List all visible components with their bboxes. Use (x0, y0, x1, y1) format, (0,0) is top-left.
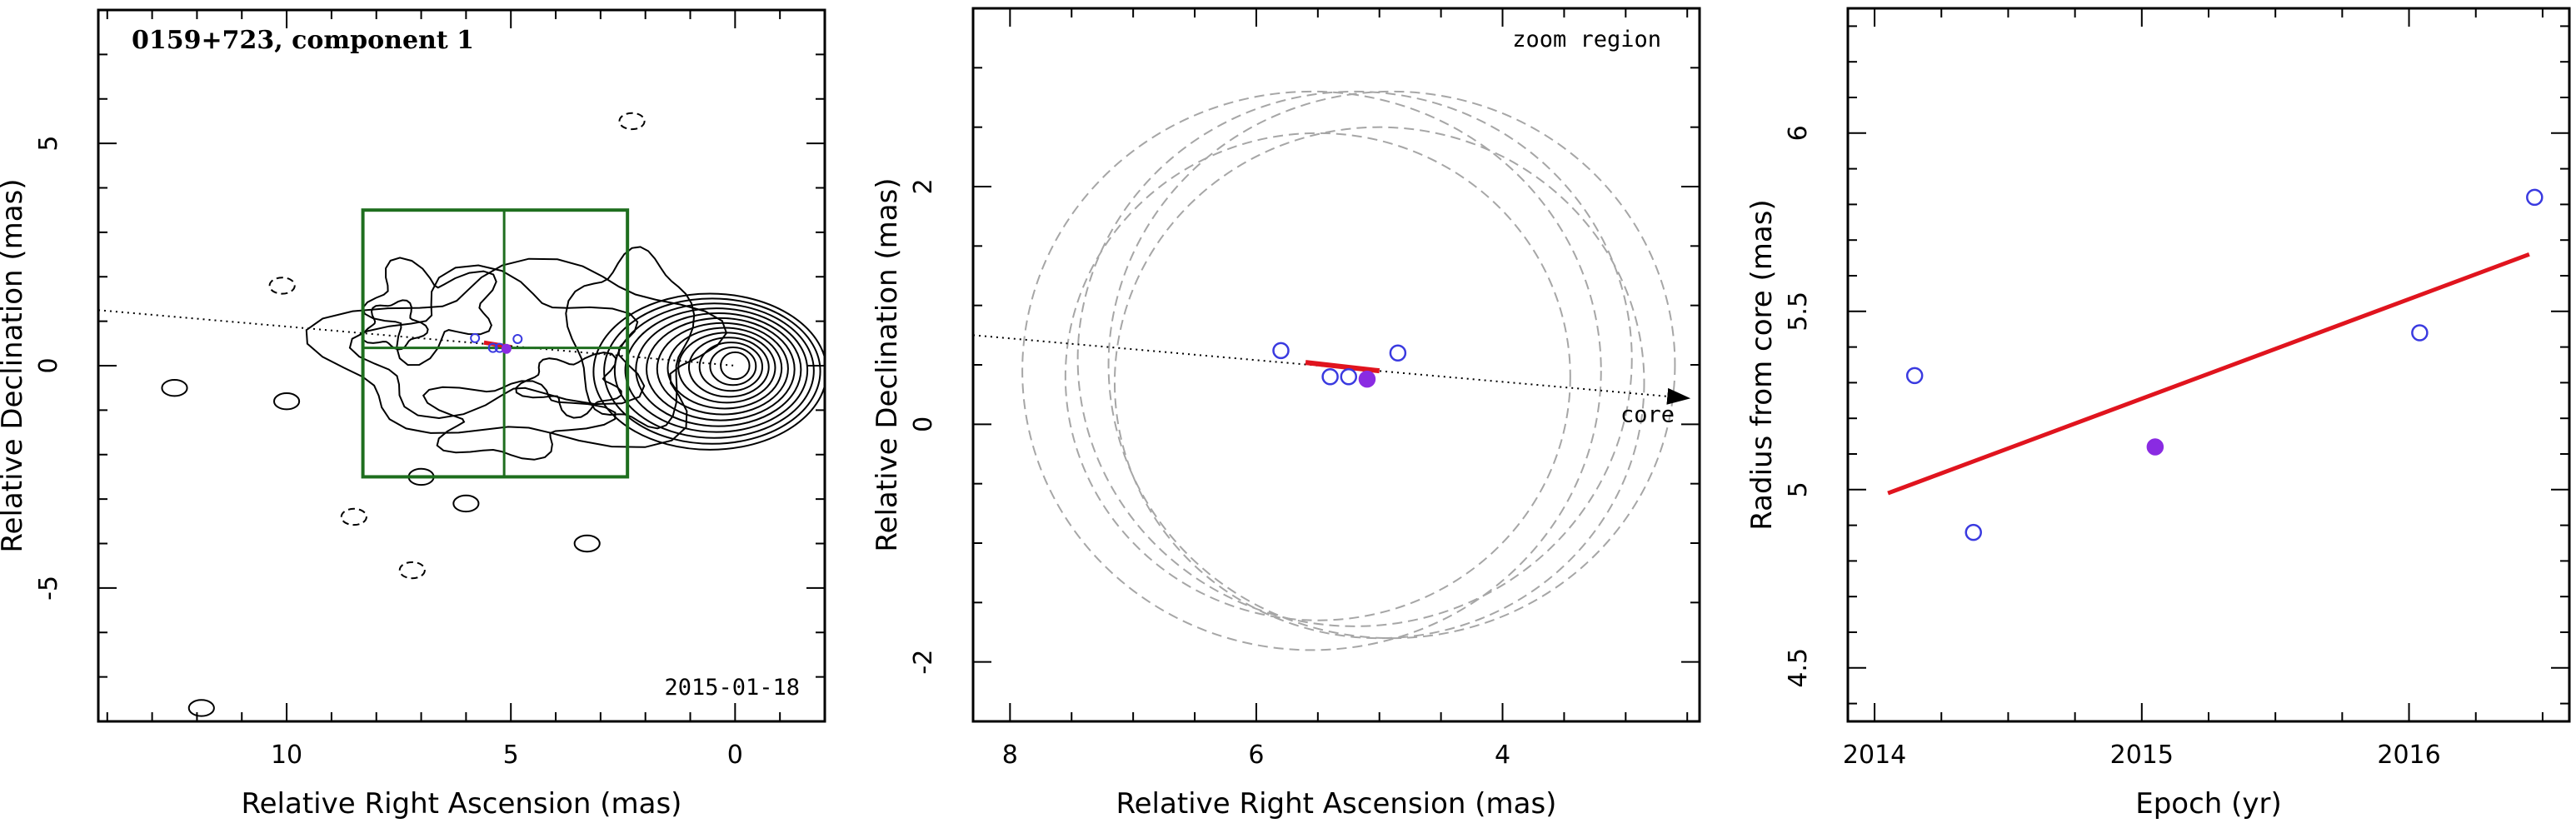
y-axis-label: Radius from core (mas) (1745, 199, 1779, 530)
y-tick-label: 6 (1784, 125, 1813, 141)
open-data-point (1964, 523, 1982, 541)
zoom-box (361, 208, 630, 479)
isolated-contour (398, 561, 426, 580)
core-contour (592, 292, 825, 451)
error-circle (1021, 90, 1602, 651)
open-data-point (2526, 188, 2544, 207)
core-contour (624, 307, 809, 433)
x-axis-label: Epoch (yr) (2135, 787, 2282, 821)
zoom-region-label: zoom region (1512, 27, 1661, 52)
x-tick-label: 5 (503, 741, 519, 770)
error-circle (1076, 90, 1633, 627)
y-tick-label: 0 (34, 357, 63, 373)
isolated-contour (187, 699, 215, 717)
core-contour (720, 351, 751, 381)
x-tick-label: 6 (1248, 741, 1264, 770)
open-data-point (1389, 344, 1407, 362)
x-tick-label: 2015 (2110, 741, 2174, 770)
filled-data-point (2146, 438, 2164, 456)
filled-data-point (1358, 370, 1376, 388)
x-tick-label: 4 (1495, 741, 1510, 770)
panel-zoom-region: 8 6 4 -2 0 2 Relative Right Ascension (mas) Rel… (871, 7, 1701, 821)
open-data-point (1272, 342, 1290, 360)
isolated-contour (340, 507, 367, 526)
jet-contour (515, 352, 622, 419)
core-contour (646, 317, 796, 421)
x-tick-label: 10 (271, 741, 302, 770)
jet-contour (348, 264, 646, 420)
y-tick-label: -5 (34, 576, 63, 601)
y-axis-label: Relative Declination (mas) (0, 178, 29, 552)
core-contour (613, 302, 815, 439)
x-tick-label: 0 (727, 741, 743, 770)
jet-contour (422, 380, 617, 461)
y-tick-label: -2 (909, 650, 938, 675)
isolated-contour (268, 277, 296, 295)
x-tick-label: 2016 (2377, 741, 2440, 770)
panel-contour-map: 10 5 0 -5 0 5 Relative Right Ascension (mas) Re… (0, 8, 826, 821)
jet-contour (565, 246, 696, 430)
open-data-point (2411, 324, 2429, 342)
open-position-marker (487, 342, 498, 353)
open-position-marker (470, 332, 481, 343)
y-tick-label: 5 (1784, 481, 1813, 497)
open-data-point (1321, 368, 1339, 386)
error-circles (1021, 90, 1676, 651)
linear-fit-line (1887, 252, 2530, 496)
filled-position-marker (501, 343, 512, 354)
jet-direction-line (98, 309, 736, 367)
y-tick-label: 4.5 (1784, 648, 1813, 688)
plot-frame (1846, 7, 2571, 723)
core-contour (698, 342, 764, 392)
epoch-label: 2015-01-18 (664, 675, 800, 701)
core-contour (687, 337, 770, 398)
error-circle (1113, 126, 1645, 640)
panel-radius-vs-epoch: 2014 2015 2016 4.5 5 5.5 6 Epoch (yr) Radius fro… (1745, 7, 2571, 821)
isolated-contour (161, 378, 188, 397)
x-axis-label: Relative Right Ascension (mas) (242, 787, 682, 821)
y-tick-label: 2 (909, 178, 938, 194)
y-tick-label: 5.5 (1784, 292, 1813, 332)
y-tick-label: 5 (34, 136, 63, 152)
isolated-contour (618, 112, 646, 131)
x-tick-label: 2014 (1843, 741, 1906, 770)
chart-title: 0159+723, component 1 (132, 26, 474, 55)
core-label: core (1620, 402, 1675, 427)
core-contour (603, 297, 821, 445)
jet-contour (305, 257, 728, 448)
isolated-contour (273, 392, 301, 411)
y-axis-label: Relative Declination (mas) (871, 177, 904, 551)
core-contour (709, 346, 757, 387)
plot-frame (97, 8, 826, 723)
core-contour (635, 312, 802, 427)
x-axis-label: Relative Right Ascension (mas) (1116, 787, 1557, 821)
x-tick-label: 8 (1002, 741, 1018, 770)
y-tick-label: 0 (909, 416, 938, 432)
error-circle (1064, 132, 1571, 621)
jet-contour (361, 299, 429, 351)
open-data-point (1905, 367, 1924, 385)
isolated-contour (452, 494, 480, 513)
fit-segment (1305, 360, 1380, 374)
isolated-contour (573, 534, 601, 553)
contours (98, 112, 825, 717)
open-position-marker (512, 333, 523, 344)
error-circle (1107, 90, 1676, 640)
open-data-point (1340, 368, 1358, 386)
